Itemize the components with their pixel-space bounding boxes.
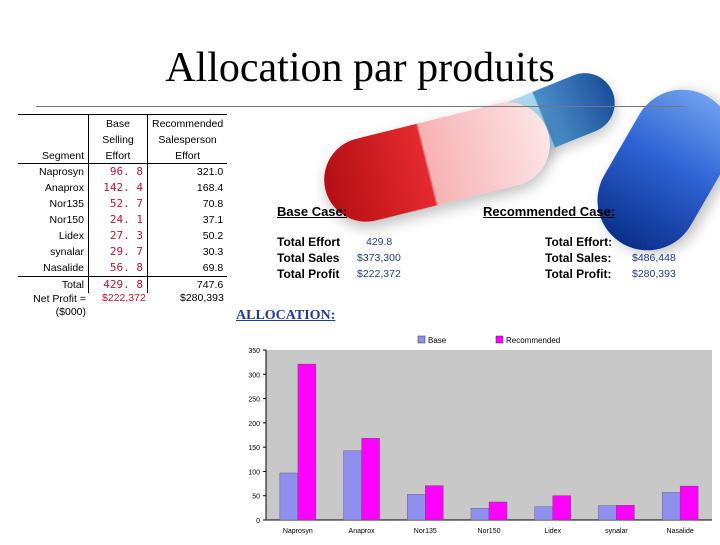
base-total-effort-value: 429.8 bbox=[366, 236, 393, 248]
net-profit-rec: $280,393 bbox=[180, 292, 224, 304]
segment-cell: Nor135 bbox=[49, 198, 84, 210]
rec-total-effort-label: Total Effort: bbox=[545, 235, 613, 249]
base-effort-cell: 56. 8 bbox=[88, 260, 148, 277]
segment-cell: Nor150 bbox=[49, 214, 84, 226]
table-row: Anaprox 142. 4 168.4 bbox=[18, 180, 228, 196]
bar-recommended bbox=[297, 363, 317, 521]
bar-base bbox=[407, 494, 426, 521]
bar-recommended bbox=[488, 501, 508, 521]
bar-recommended bbox=[425, 485, 444, 521]
y-tick-label: 150 bbox=[248, 445, 260, 452]
bar-base bbox=[534, 506, 553, 521]
base-header-1: Base bbox=[88, 114, 148, 131]
table-row: Nasalide 56. 8 69.8 bbox=[18, 260, 228, 277]
base-header-2: Selling bbox=[88, 131, 148, 147]
base-effort-cell: 96. 8 bbox=[88, 163, 148, 180]
base-case-heading: Base Case: bbox=[277, 204, 348, 219]
table-row: Nor135 52. 7 70.8 bbox=[18, 196, 228, 212]
slide-title: Allocation par produits bbox=[165, 45, 555, 91]
x-tick-label: Nasalide bbox=[667, 528, 694, 535]
base-total-profit-label: Total Profit bbox=[277, 267, 340, 281]
base-effort-cell: 27. 3 bbox=[88, 228, 148, 244]
base-total-sales-value: $373,300 bbox=[357, 252, 401, 264]
segment-cell: Naprosyn bbox=[39, 166, 84, 178]
base-total-sales-label: Total Sales bbox=[277, 251, 340, 265]
y-tick-label: 350 bbox=[248, 348, 260, 355]
rec-total-sales-value: $486,448 bbox=[632, 252, 676, 264]
plot-area bbox=[266, 350, 712, 520]
total-rec: 747.6 bbox=[147, 276, 228, 293]
y-tick-label: 200 bbox=[248, 421, 260, 428]
table-row: synalar 29. 7 30.3 bbox=[18, 244, 228, 260]
bar-base bbox=[343, 450, 362, 521]
title-divider bbox=[36, 106, 684, 107]
rec-effort-cell: 69.8 bbox=[147, 260, 228, 277]
segment-cell: Lidex bbox=[58, 230, 84, 242]
base-total-effort-label: Total Effort bbox=[277, 235, 341, 249]
base-effort-cell: 52. 7 bbox=[88, 196, 148, 212]
bar-base bbox=[470, 508, 490, 521]
x-tick-label: Anaprox bbox=[349, 528, 376, 535]
rec-effort-cell: 30.3 bbox=[147, 244, 228, 260]
base-header-3: Effort bbox=[88, 147, 148, 164]
rec-total-profit-value: $280,393 bbox=[632, 268, 676, 280]
rec-effort-cell: 70.8 bbox=[147, 196, 228, 212]
recommended-case-heading: Recommended Case: bbox=[483, 204, 616, 219]
bar-base bbox=[661, 492, 681, 521]
y-tick-label: 50 bbox=[252, 494, 260, 501]
total-base: 429. 8 bbox=[88, 276, 148, 293]
rec-total-sales-label: Total Sales: bbox=[545, 251, 612, 265]
allocation-chart: 0 50 100 150 200 250 300 350 Base Recommended Napr… bbox=[240, 330, 714, 540]
x-tick-label: Lidex bbox=[544, 528, 561, 535]
allocation-chart-svg: 0 50 100 150 200 250 300 350 Base Recommended Napr… bbox=[248, 335, 712, 535]
net-profit-base: $222,372 bbox=[102, 292, 146, 304]
allocation-table: Base Recommended Selling Salesperson Seg… bbox=[18, 114, 228, 293]
rec-effort-cell: 37.1 bbox=[147, 212, 228, 228]
legend-label-base: Base bbox=[428, 336, 447, 345]
total-label: Total bbox=[18, 276, 89, 293]
legend-label-recommended: Recommended bbox=[506, 336, 560, 345]
table-row: Lidex 27. 3 50.2 bbox=[18, 228, 228, 244]
bar-recommended bbox=[616, 505, 635, 521]
bar-base bbox=[598, 505, 617, 521]
y-tick-label: 250 bbox=[248, 397, 260, 404]
bar-base bbox=[279, 472, 299, 521]
bar-recommended bbox=[552, 495, 571, 521]
base-effort-cell: 24. 1 bbox=[88, 212, 148, 228]
base-total-profit-value: $222,372 bbox=[357, 268, 401, 280]
x-tick-label: Nor150 bbox=[478, 528, 501, 535]
x-tick-label: synalar bbox=[605, 528, 628, 535]
rec-header-1: Recommended bbox=[147, 114, 228, 131]
legend-swatch-base bbox=[417, 335, 426, 344]
rec-effort-cell: 321.0 bbox=[147, 163, 228, 180]
base-effort-cell: 142. 4 bbox=[88, 180, 148, 196]
rec-effort-cell: 168.4 bbox=[147, 180, 228, 196]
allocation-label: ALLOCATION: bbox=[236, 308, 336, 323]
base-effort-cell: 29. 7 bbox=[88, 244, 148, 260]
segment-cell: Anaprox bbox=[44, 182, 84, 194]
legend-swatch-recommended bbox=[495, 335, 504, 344]
table-row: Nor150 24. 1 37.1 bbox=[18, 212, 228, 228]
rec-total-effort-value: 747.6 bbox=[640, 236, 667, 248]
segment-cell: synalar bbox=[50, 246, 84, 258]
x-tick-label: Nor135 bbox=[414, 528, 437, 535]
y-tick-label: 300 bbox=[248, 372, 260, 379]
segment-cell: Nasalide bbox=[43, 262, 84, 274]
y-tick-label: 100 bbox=[248, 469, 260, 476]
bar-recommended bbox=[361, 438, 380, 521]
x-tick-label: Naprosyn bbox=[283, 528, 313, 535]
rec-total-profit-label: Total Profit: bbox=[545, 267, 612, 281]
bar-recommended bbox=[679, 485, 699, 521]
net-profit-label: Net Profit = bbox=[33, 293, 86, 305]
y-tick-label: 0 bbox=[256, 518, 260, 525]
net-profit-unit: ($000) bbox=[55, 306, 86, 318]
rec-header-3: Effort bbox=[147, 147, 228, 164]
table-row: Naprosyn 96. 8 321.0 bbox=[18, 163, 228, 180]
segment-header: Segment bbox=[18, 147, 89, 164]
rec-header-2: Salesperson bbox=[147, 131, 228, 147]
rec-effort-cell: 50.2 bbox=[147, 228, 228, 244]
